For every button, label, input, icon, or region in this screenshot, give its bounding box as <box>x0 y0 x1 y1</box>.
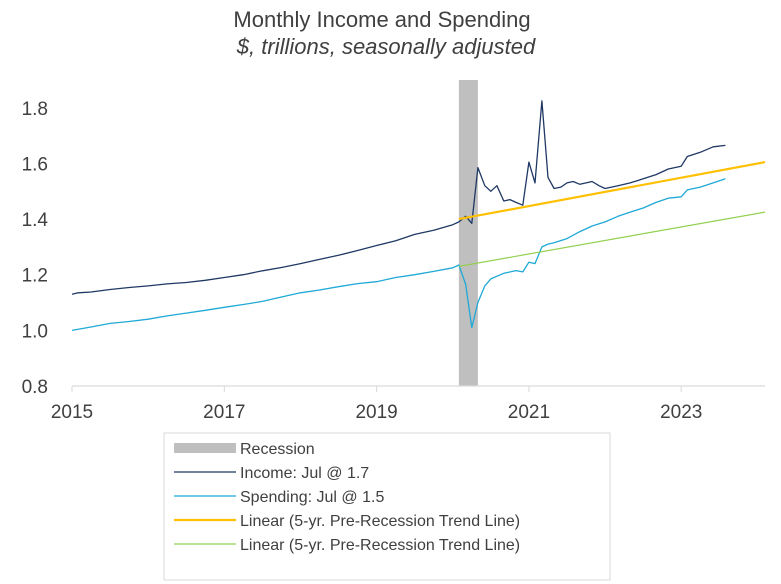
legend-swatch-recession <box>174 443 236 453</box>
y-tick-label: 1.0 <box>22 321 48 342</box>
y-tick-label: 1.2 <box>22 266 48 287</box>
x-tick-label: 2023 <box>660 402 702 423</box>
legend-label: Linear (5-yr. Pre-Recession Trend Line) <box>240 513 520 530</box>
x-tick-label: 2017 <box>203 402 245 423</box>
plot-area <box>71 80 766 386</box>
y-tick-label: 1.4 <box>22 210 49 231</box>
chart-subtitle: $, trillions, seasonally adjusted <box>236 34 536 59</box>
axes: 0.8 1.0 1.2 1.4 1.6 1.8 2015 2017 2019 2021 2023 <box>22 99 765 423</box>
recession-band <box>458 80 478 386</box>
series-line-3 <box>458 161 766 221</box>
series-line-4 <box>458 211 766 267</box>
legend-label: Recession <box>240 441 315 458</box>
y-tick-label: 1.8 <box>22 99 48 120</box>
x-tick-label: 2021 <box>508 402 550 423</box>
legend-box <box>163 432 611 581</box>
series-line-2 <box>71 178 726 332</box>
x-tick-label: 2015 <box>51 402 93 423</box>
y-tick-label: 1.6 <box>22 154 48 175</box>
chart-title: Monthly Income and Spending <box>233 7 530 32</box>
y-tick-label: 0.8 <box>22 377 48 398</box>
legend-label: Spending: Jul @ 1.5 <box>240 489 384 506</box>
x-tick-label: 2019 <box>355 402 397 423</box>
legend-label: Linear (5-yr. Pre-Recession Trend Line) <box>240 537 520 554</box>
legend: Recession Income: Jul @ 1.7 Spending: Jul … <box>163 432 611 581</box>
series-line-1 <box>71 100 726 295</box>
legend-label: Income: Jul @ 1.7 <box>240 465 369 482</box>
